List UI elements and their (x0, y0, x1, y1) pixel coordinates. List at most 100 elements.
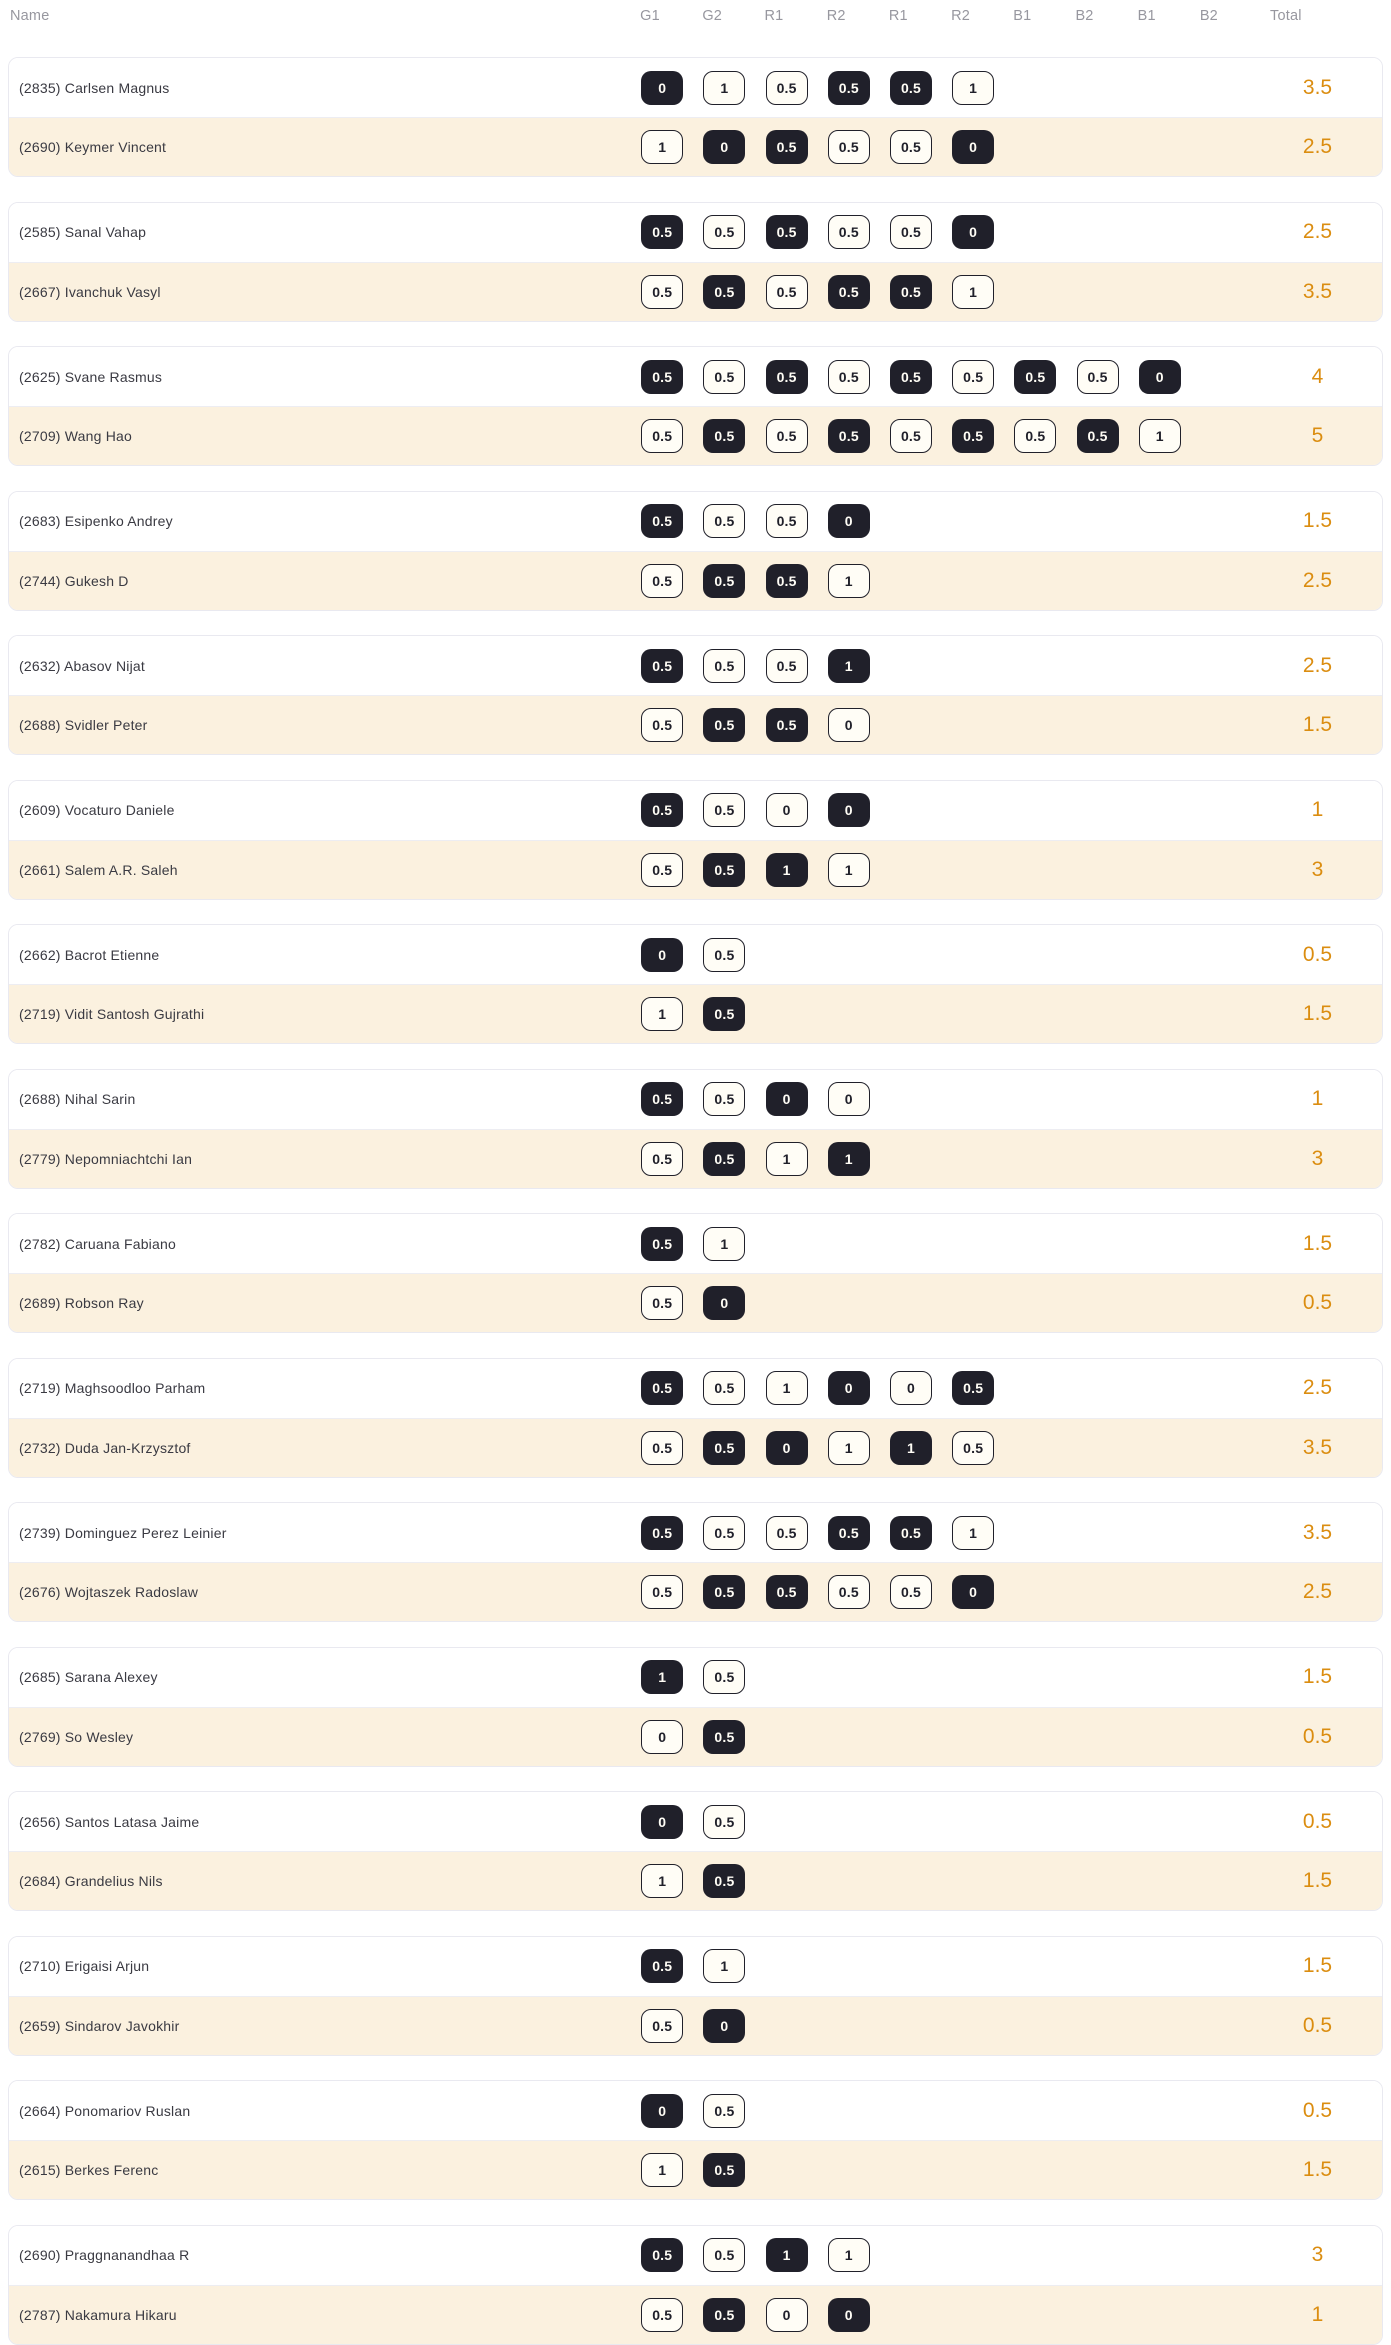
game-result-chip[interactable]: 0.5 (889, 130, 932, 164)
game-result-chip[interactable]: 0.5 (641, 852, 684, 887)
game-result-chip[interactable]: 1 (952, 70, 995, 105)
game-result-chip[interactable]: 0.5 (641, 1575, 684, 1609)
game-result-chip[interactable]: 0 (765, 2297, 808, 2332)
game-result-chip[interactable]: 0.5 (827, 419, 870, 453)
game-result-chip[interactable]: 0.5 (765, 70, 808, 105)
game-result-chip[interactable]: 0.5 (827, 130, 870, 164)
game-result-chip[interactable]: 0.5 (703, 1430, 746, 1465)
game-result-chip[interactable]: 1 (703, 1949, 746, 1983)
game-result-chip[interactable]: 0 (765, 1082, 808, 1116)
game-result-chip[interactable]: 0.5 (889, 359, 932, 394)
game-result-chip[interactable]: 0.5 (889, 70, 932, 105)
game-result-chip[interactable]: 0.5 (703, 504, 746, 538)
game-result-chip[interactable]: 0.5 (641, 419, 684, 453)
game-result-chip[interactable]: 0 (765, 793, 808, 827)
game-result-chip[interactable]: 0.5 (765, 648, 808, 683)
game-result-chip[interactable]: 0.5 (827, 1575, 870, 1609)
game-result-chip[interactable]: 0.5 (703, 1082, 746, 1116)
game-result-chip[interactable]: 0.5 (641, 1430, 684, 1465)
game-result-chip[interactable]: 0.5 (827, 70, 870, 105)
game-result-chip[interactable]: 0.5 (641, 1371, 684, 1405)
game-result-chip[interactable]: 0.5 (765, 1515, 808, 1550)
game-result-chip[interactable]: 1 (827, 2238, 870, 2272)
game-result-chip[interactable]: 0 (703, 1286, 746, 1320)
game-result-chip[interactable]: 0.5 (703, 708, 746, 742)
game-result-chip[interactable]: 0.5 (765, 1575, 808, 1609)
game-result-chip[interactable]: 0.5 (703, 1141, 746, 1176)
game-result-chip[interactable]: 0.5 (703, 648, 746, 683)
game-result-chip[interactable]: 0.5 (703, 1371, 746, 1405)
game-result-chip[interactable]: 0.5 (827, 215, 870, 249)
game-result-chip[interactable]: 0 (827, 793, 870, 827)
game-result-chip[interactable]: 0.5 (641, 359, 684, 394)
game-result-chip[interactable]: 0 (703, 130, 746, 164)
game-result-chip[interactable]: 1 (765, 2238, 808, 2272)
game-result-chip[interactable]: 0 (703, 2008, 746, 2043)
game-result-chip[interactable]: 1 (1138, 419, 1181, 453)
game-result-chip[interactable]: 0 (827, 2297, 870, 2332)
game-result-chip[interactable]: 0.5 (703, 997, 746, 1031)
game-result-chip[interactable]: 0.5 (765, 130, 808, 164)
game-result-chip[interactable]: 0 (952, 130, 995, 164)
game-result-chip[interactable]: 0.5 (765, 359, 808, 394)
game-result-chip[interactable]: 0.5 (641, 2238, 684, 2272)
game-result-chip[interactable]: 0.5 (1014, 419, 1057, 453)
game-result-chip[interactable]: 0.5 (889, 274, 932, 309)
game-result-chip[interactable]: 0.5 (641, 274, 684, 309)
game-result-chip[interactable]: 0.5 (641, 1082, 684, 1116)
game-result-chip[interactable]: 1 (889, 1430, 932, 1465)
game-result-chip[interactable]: 0.5 (765, 708, 808, 742)
game-result-chip[interactable]: 1 (827, 1141, 870, 1176)
game-result-chip[interactable]: 0.5 (703, 1719, 746, 1754)
game-result-chip[interactable]: 0.5 (641, 708, 684, 742)
game-result-chip[interactable]: 0.5 (703, 419, 746, 453)
game-result-chip[interactable]: 0.5 (765, 419, 808, 453)
game-result-chip[interactable]: 0 (641, 70, 684, 105)
game-result-chip[interactable]: 0.5 (765, 563, 808, 598)
game-result-chip[interactable]: 1 (765, 1141, 808, 1176)
game-result-chip[interactable]: 1 (827, 563, 870, 598)
game-result-chip[interactable]: 0.5 (952, 359, 995, 394)
game-result-chip[interactable]: 0.5 (703, 215, 746, 249)
game-result-chip[interactable]: 0 (827, 504, 870, 538)
game-result-chip[interactable]: 1 (641, 1660, 684, 1694)
game-result-chip[interactable]: 0.5 (641, 1286, 684, 1320)
game-result-chip[interactable]: 1 (703, 70, 746, 105)
game-result-chip[interactable]: 0.5 (1076, 419, 1119, 453)
game-result-chip[interactable]: 0.5 (952, 419, 995, 453)
game-result-chip[interactable]: 0.5 (703, 2093, 746, 2128)
game-result-chip[interactable]: 0 (1138, 359, 1181, 394)
game-result-chip[interactable]: 1 (952, 1515, 995, 1550)
game-result-chip[interactable]: 1 (952, 274, 995, 309)
game-result-chip[interactable]: 0.5 (889, 419, 932, 453)
game-result-chip[interactable]: 1 (765, 1371, 808, 1405)
game-result-chip[interactable]: 0 (889, 1371, 932, 1405)
game-result-chip[interactable]: 0.5 (641, 1515, 684, 1550)
game-result-chip[interactable]: 0.5 (703, 2153, 746, 2187)
game-result-chip[interactable]: 1 (703, 1226, 746, 1261)
game-result-chip[interactable]: 0.5 (703, 1575, 746, 1609)
game-result-chip[interactable]: 0.5 (641, 1226, 684, 1261)
game-result-chip[interactable]: 0.5 (703, 274, 746, 309)
game-result-chip[interactable]: 0.5 (703, 359, 746, 394)
game-result-chip[interactable]: 0.5 (1014, 359, 1057, 394)
game-result-chip[interactable]: 0 (952, 1575, 995, 1609)
game-result-chip[interactable]: 1 (641, 997, 684, 1031)
game-result-chip[interactable]: 0.5 (703, 1804, 746, 1839)
game-result-chip[interactable]: 0 (641, 1804, 684, 1839)
game-result-chip[interactable]: 0.5 (703, 937, 746, 972)
game-result-chip[interactable]: 0.5 (641, 793, 684, 827)
game-result-chip[interactable]: 1 (641, 2153, 684, 2187)
game-result-chip[interactable]: 0.5 (827, 1515, 870, 1550)
game-result-chip[interactable]: 0.5 (765, 215, 808, 249)
game-result-chip[interactable]: 0.5 (703, 1864, 746, 1898)
game-result-chip[interactable]: 0.5 (889, 1515, 932, 1550)
game-result-chip[interactable]: 0.5 (703, 1515, 746, 1550)
game-result-chip[interactable]: 0.5 (703, 1660, 746, 1694)
game-result-chip[interactable]: 1 (765, 852, 808, 887)
game-result-chip[interactable]: 0.5 (765, 504, 808, 538)
game-result-chip[interactable]: 0.5 (952, 1371, 995, 1405)
game-result-chip[interactable]: 0.5 (765, 274, 808, 309)
game-result-chip[interactable]: 0.5 (641, 2297, 684, 2332)
game-result-chip[interactable]: 0.5 (1076, 359, 1119, 394)
